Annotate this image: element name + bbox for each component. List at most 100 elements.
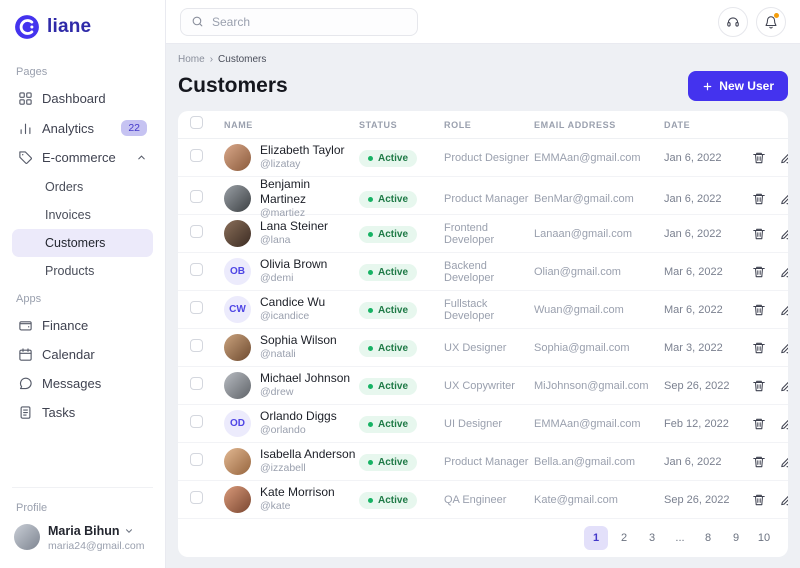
edit-button[interactable] [780,379,788,393]
profile-menu[interactable]: Maria Bihun maria24@gmail.com [12,520,153,556]
sidebar-item-label: E-commerce [42,150,116,165]
table-row: Isabella Anderson @izzabell Active Produ… [178,443,788,481]
delete-button[interactable] [752,265,766,279]
customer-name: Lana Steiner [260,219,329,234]
pagination-page-2[interactable]: 2 [612,526,636,550]
edit-button[interactable] [780,227,788,241]
row-checkbox[interactable] [190,414,203,428]
support-button[interactable] [718,6,748,37]
status-dot [368,197,373,203]
sidebar-item-invoices[interactable]: Invoices [45,208,91,222]
customer-email: EMMAan@gmail.com [534,417,641,430]
delete-button[interactable] [752,227,766,241]
chart-icon [20,123,31,134]
edit-button[interactable] [780,303,788,317]
edit-button[interactable] [780,493,788,507]
sidebar-item-customers[interactable]: Customers [12,229,153,257]
new-user-button-label: New User [719,79,774,93]
edit-button[interactable] [780,192,788,206]
search-icon [192,16,203,27]
liane-logo-icon [15,15,39,39]
pencil-icon [781,229,788,239]
pencil-icon [781,267,788,277]
pencil-icon [781,194,788,204]
customer-role: Product Manager [444,455,529,468]
row-checkbox[interactable] [190,224,203,238]
new-user-button[interactable]: New User [688,71,788,101]
customer-handle: @natali [260,348,296,361]
ecommerce-submenu: Orders Invoices Customers Products [12,173,153,285]
row-checkbox[interactable] [190,490,203,504]
row-checkbox[interactable] [190,452,203,466]
trash-icon [753,304,765,315]
pencil-icon [781,305,788,315]
row-checkbox[interactable] [190,262,203,276]
delete-button[interactable] [752,151,766,165]
edit-button[interactable] [780,417,788,431]
sidebar-item-dashboard[interactable]: Dashboard [12,84,153,113]
delete-button[interactable] [752,455,766,469]
status-dot [368,346,373,351]
row-checkbox[interactable] [190,148,203,162]
edit-button[interactable] [780,265,788,279]
pagination-page-9[interactable]: 9 [724,526,748,550]
delete-button[interactable] [752,379,766,393]
customer-date: Jan 6, 2022 [664,227,722,240]
pagination-page-1[interactable]: 1 [584,526,608,550]
status-badge: Active [359,340,418,357]
chevron-up-icon [136,152,147,163]
sidebar-item-analytics[interactable]: Analytics 22 [12,113,153,143]
delete-button[interactable] [752,192,766,206]
sidebar-item-ecommerce[interactable]: E-commerce [12,143,153,172]
pagination-page-3[interactable]: 3 [640,526,664,550]
status-dot [368,498,373,503]
page-header: Customers New User [178,71,788,101]
pagination-page-10[interactable]: 10 [752,526,776,550]
pencil-icon [781,343,788,353]
section-title-pages: Pages [16,66,48,78]
sidebar-item-products[interactable]: Products [45,264,95,278]
sidebar-item-messages[interactable]: Messages [12,369,153,398]
customer-name: Isabella Anderson [260,447,356,462]
pencil-icon [781,381,788,391]
customer-role: Frontend Developer [444,221,495,246]
sidebar-item-tasks[interactable]: Tasks [12,398,153,427]
search-box [180,7,418,36]
search-input[interactable] [212,14,407,29]
support-icon [727,16,739,27]
sidebar-item-finance[interactable]: Finance [12,311,153,340]
trash-icon [753,342,765,353]
row-checkbox[interactable] [190,338,203,352]
customer-role: QA Engineer [444,493,507,506]
edit-button[interactable] [780,455,788,469]
profile-name: Maria Bihun [48,524,120,538]
sidebar-item-orders[interactable]: Orders [45,180,84,194]
table-row: Lana Steiner @lana Active Frontend Devel… [178,215,788,253]
delete-button[interactable] [752,341,766,355]
status-label: Active [378,153,409,164]
status-badge: Active [359,150,418,167]
select-all-checkbox[interactable] [190,115,203,129]
delete-button[interactable] [752,303,766,317]
customer-email: Kate@gmail.com [534,493,618,506]
edit-button[interactable] [780,341,788,355]
avatar [224,486,251,513]
breadcrumb-home[interactable]: Home [178,54,205,65]
row-checkbox[interactable] [190,189,203,203]
pagination-page-8[interactable]: 8 [696,526,720,550]
content: Home › Customers Customers New User NAME… [166,44,800,557]
customer-email: Olian@gmail.com [534,265,621,278]
status-dot [368,156,373,161]
sidebar-item-label: Finance [42,318,89,333]
notifications-button[interactable] [756,6,786,37]
sidebar-item-calendar[interactable]: Calendar [12,340,153,369]
row-checkbox[interactable] [190,300,203,314]
delete-button[interactable] [752,417,766,431]
delete-button[interactable] [752,493,766,507]
section-title-profile: Profile [16,502,48,514]
trash-icon [753,193,765,204]
status-label: Active [378,229,409,240]
customer-date: Jan 6, 2022 [664,455,722,468]
row-checkbox[interactable] [190,376,203,390]
edit-button[interactable] [780,151,788,165]
